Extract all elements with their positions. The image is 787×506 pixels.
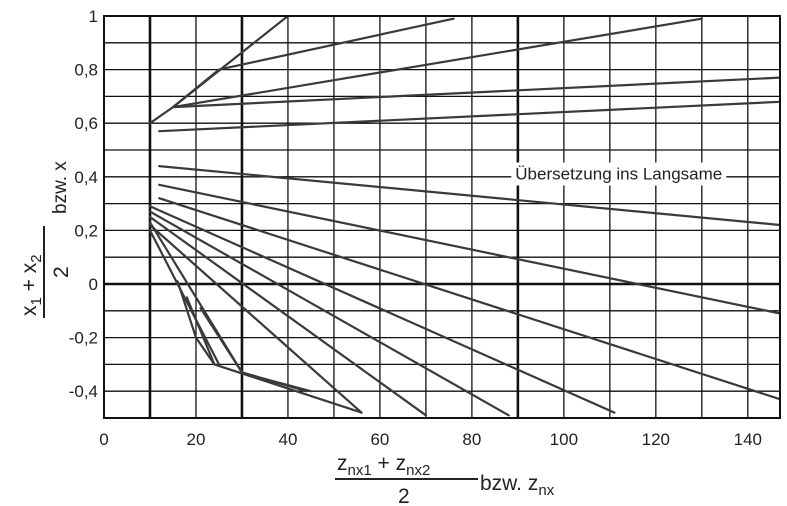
series-line-3 [171,17,703,109]
x-tick-labels: 0 20 40 60 80 100 120 140 [99,430,762,449]
series-line-8 [158,197,782,401]
series-line-2 [171,17,455,109]
series-line-10 [148,210,510,417]
plot-frame [103,15,781,419]
annotation-label: Übersetzung ins Langsame [515,164,722,183]
series-line-7 [158,183,782,315]
y-axis-label-numerator: x1 + x2 [18,254,45,316]
grid-major [104,16,780,418]
y-tick-label: 1 [89,7,98,26]
series-line-6 [158,165,782,227]
series-layer [148,14,782,417]
annotation-box [511,162,727,186]
x-axis-label: znx1 + znx2 2 bzw. znx [335,452,555,506]
x-axis-label-suffix: bzw. znx [480,472,555,499]
series-line-12 [148,223,363,414]
series-line-18 [240,371,308,393]
x-tick-label: 80 [462,430,481,449]
grid-minor [104,16,780,418]
y-tick-label: 0,2 [74,221,98,240]
series-line-11 [148,215,427,417]
y-axis-label: x1 + x2 2 bzw. x [18,161,73,318]
y-tick-label: 0,4 [74,168,98,187]
series-line-13 [148,229,221,366]
series-line-15 [176,280,363,414]
series-line-4 [171,76,782,109]
y-tick-label: -0,4 [69,382,98,401]
x-tick-label: 120 [642,430,670,449]
series-line-9 [148,205,616,414]
x-tick-label: 60 [370,430,389,449]
y-axis-label-denominator: 2 [50,266,73,278]
y-tick-label: 0 [89,275,98,294]
y-tick-label: -0,2 [69,329,98,348]
annotation: Übersetzung ins Langsame [511,162,727,186]
x-tick-label: 140 [734,430,762,449]
series-line-16 [185,296,216,366]
series-line-5 [158,100,782,133]
x-tick-label: 100 [550,430,578,449]
y-tick-label: 0,8 [74,61,98,80]
y-tick-labels: 1 0,8 0,6 0,4 0,2 0 -0,2 -0,4 [69,7,98,401]
x-tick-label: 0 [99,430,108,449]
x-axis-label-numerator: znx1 + znx2 [337,452,430,479]
y-tick-label: 0,6 [74,114,98,133]
x-tick-label: 20 [187,430,206,449]
x-tick-label: 40 [278,430,297,449]
x-axis-label-denominator: 2 [398,485,410,506]
y-axis-label-suffix: bzw. x [50,161,71,214]
